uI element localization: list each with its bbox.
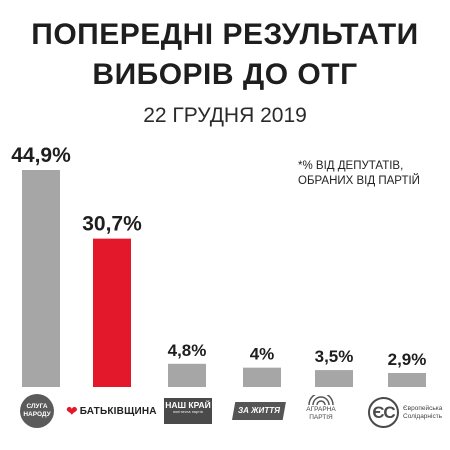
ahrarna-partiia-logo: АГРАРНА ПАРТІЯ [306,395,336,422]
ahrarna-logo-text-1: АГРАРНА [306,406,336,413]
page-title-line-2: ВИБОРІВ ДО ОТГ [92,58,358,91]
sluha-narodu-logo: СЛУГА НАРОДУ [20,394,54,428]
ahrarna-arcs-icon [308,395,334,405]
bar-4 [243,367,281,387]
batkivshchyna-logo: ❤ БАТЬКІВЩИНА [66,403,157,420]
bar-1 [22,170,60,387]
footnote: *% ВІД ДЕПУТАТІВ, ОБРАНИХ ВІД ПАРТІЙ [298,159,420,189]
nash-krai-logo: НАШ КРАЙ політична партія [164,398,212,424]
bar-6 [388,372,426,387]
bar-value-label-5: 3,5% [315,347,354,366]
es-logo-text: Європейська Солідарність [403,405,442,421]
sluha-narodu-logo-icon: СЛУГА НАРОДУ [20,394,54,428]
es-logo-text-2: Солідарність [403,412,443,420]
bar-value-label-4: 4% [250,345,275,364]
za-zhyttia-logo: ЗА ЖИТТЯ [232,402,286,420]
party-logos: СЛУГА НАРОДУ ❤ БАТЬКІВЩИНА НАШ КРАЙ полі… [0,390,450,435]
date-subtitle: 22 ГРУДНЯ 2019 [143,104,307,127]
sluha-logo-text-1: СЛУГА [26,403,48,410]
ahrarna-logo-text-2: ПАРТІЯ [309,414,333,421]
es-logo: ЄС Європейська Солідарність [368,397,442,428]
footnote-line-2: ОБРАНИХ ВІД ПАРТІЙ [298,175,420,187]
heart-icon: ❤ [66,403,78,419]
bar-5 [315,370,353,387]
nash-krai-logo-subtext: політична партія [172,410,203,414]
es-logo-icon: ЄС [368,397,399,428]
bar-value-label-2: 30,7% [82,213,142,236]
page-title-line-1: ПОПЕРЕДНІ РЕЗУЛЬТАТИ [31,18,419,51]
nash-krai-logo-box: НАШ КРАЙ політична партія [164,398,212,424]
bar-3 [168,363,206,387]
bar-chart: 44,9% 30,7% 4,8% 4% 3,5% 2,9% [11,144,427,387]
ahrarna-logo-text: АГРАРНА ПАРТІЯ [306,406,335,422]
nash-krai-logo-text: НАШ КРАЙ [165,400,211,410]
sluha-logo-text-2: НАРОДУ [23,411,51,418]
batkivshchyna-logo-text: БАТЬКІВЩИНА [79,406,157,417]
bar-value-label-1: 44,9% [11,144,71,167]
bar-value-label-6: 2,9% [388,350,427,369]
bar-value-label-3: 4,8% [168,341,207,360]
es-logo-text-1: Європейська [403,404,443,412]
bar-2 [93,238,131,387]
footnote-line-1: *% ВІД ДЕПУТАТІВ, [298,160,404,172]
za-zhyttia-logo-text: ЗА ЖИТТЯ [232,402,286,420]
